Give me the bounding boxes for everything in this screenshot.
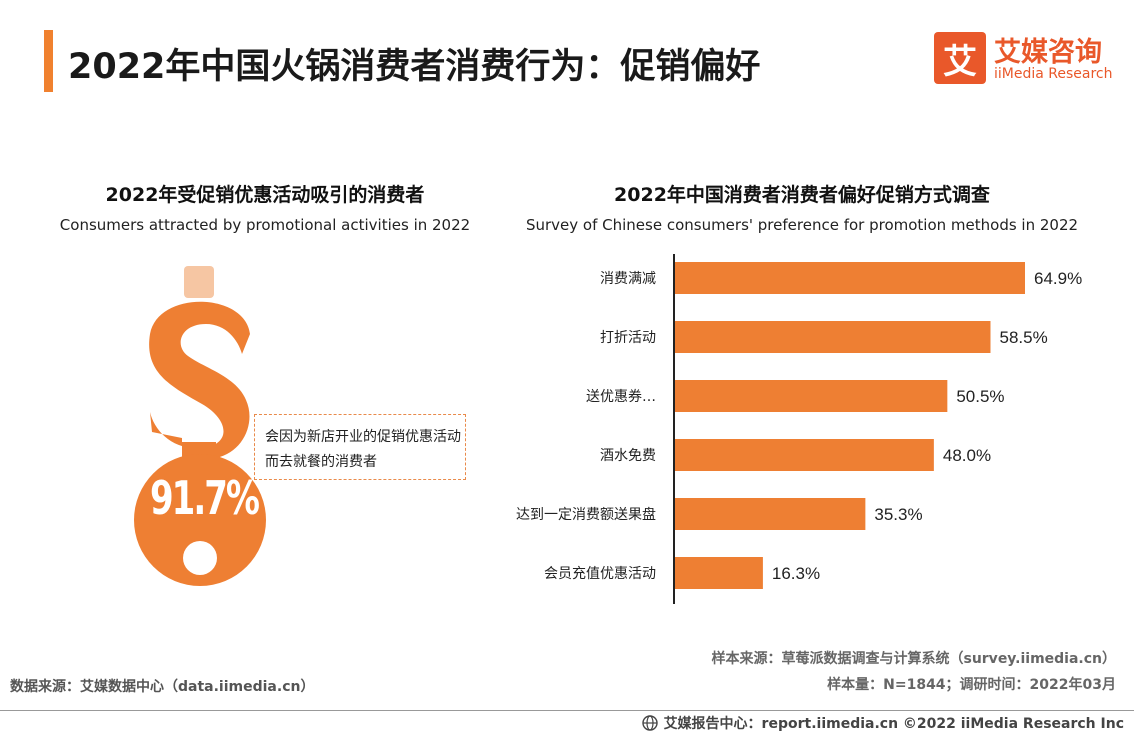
brand-logo: 艾 艾媒咨询 iiMedia Research	[934, 30, 1114, 86]
category-label-4: 达到一定消费额送果盘	[516, 506, 656, 523]
bar-0	[675, 262, 1025, 294]
footer-divider	[0, 710, 1134, 711]
sample-source: 样本来源：草莓派数据调查与计算系统（survey.iimedia.cn）	[711, 651, 1116, 667]
value-label-4: 35.3%	[874, 505, 922, 524]
category-label-0: 消费满减	[600, 271, 656, 287]
title-accent-bar	[44, 30, 53, 92]
bar-2	[675, 380, 948, 412]
footer-text: 艾媒报告中心：report.iimedia.cn ©2022 iiMedia R…	[663, 716, 1124, 732]
sample-size: 样本量：N=1844；调研时间：2022年03月	[827, 677, 1116, 693]
bar-1	[675, 321, 991, 353]
value-label-0: 64.9%	[1034, 269, 1082, 288]
category-label-1: 打折活动	[600, 329, 656, 346]
page-title: 2022年中国火锅消费者消费行为：促销偏好	[68, 47, 761, 87]
value-label-1: 58.5%	[999, 328, 1047, 347]
category-label-2: 送优惠券…	[586, 389, 656, 405]
right-panel-title: 2022年中国消费者消费者偏好促销方式调查	[614, 184, 990, 206]
data-source: 数据来源：艾媒数据中心（data.iimedia.cn）	[10, 679, 315, 695]
category-label-3: 酒水免费	[600, 448, 656, 464]
value-label-2: 50.5%	[956, 387, 1004, 406]
bar-5	[675, 557, 763, 589]
footer: 艾媒报告中心：report.iimedia.cn ©2022 iiMedia R…	[641, 713, 1124, 733]
bar-4	[675, 498, 866, 530]
globe-icon	[641, 715, 658, 731]
promotion-preference-bar-chart: 消费满减 64.9% 打折活动 58.5% 送优惠券… 50.5% 酒水免费 48.0% 达到一…	[516, 254, 1082, 604]
callout-box: 会因为新店开业的促销优惠活动而去就餐的消费者	[254, 414, 466, 480]
left-panel-subtitle: Consumers attracted by promotional activ…	[59, 216, 471, 234]
left-panel-title: 2022年受促销优惠活动吸引的消费者	[105, 184, 425, 206]
value-label-5: 16.3%	[772, 564, 820, 583]
right-panel-subtitle: Survey of Chinese consumers' preference …	[525, 216, 1079, 234]
value-label-3: 48.0%	[943, 446, 991, 465]
bar-3	[675, 439, 934, 471]
logo-mark: 艾	[934, 32, 986, 84]
money-bag-dollar-icon	[134, 266, 266, 586]
category-label-5: 会员充值优惠活动	[544, 566, 656, 582]
logo-name-cn: 艾媒咨询	[994, 37, 1102, 68]
attracted-percentage: 91.7%	[150, 472, 260, 526]
logo-name-en: iiMedia Research	[994, 66, 1113, 82]
